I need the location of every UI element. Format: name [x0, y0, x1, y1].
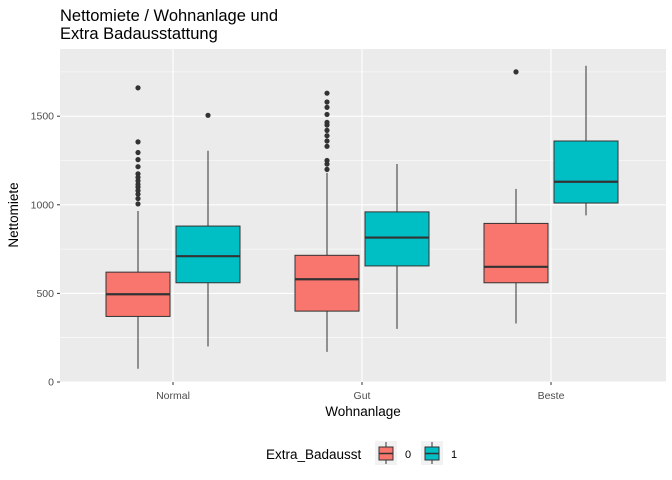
outlier-point — [324, 138, 330, 144]
y-tick-label: 1000 — [31, 199, 55, 211]
y-tick-label: 0 — [48, 377, 54, 389]
outlier-point — [324, 104, 330, 110]
outlier-point — [324, 90, 330, 96]
x-tick-label: Beste — [538, 390, 565, 402]
legend-key-1: 1 — [421, 441, 457, 465]
outlier-point — [324, 127, 330, 133]
outlier-point — [135, 164, 141, 170]
box-iqr — [553, 140, 619, 204]
x-tick-label: Normal — [156, 390, 190, 402]
axis-layer: 0 500 1000 1500 Normal Gut Beste — [31, 111, 565, 402]
outlier-point — [324, 99, 330, 105]
legend-label-1: 1 — [451, 449, 457, 461]
y-tick-label: 500 — [36, 288, 54, 300]
box-gut-1 — [364, 164, 430, 329]
box-gut-0 — [294, 90, 360, 352]
outlier-point — [135, 195, 141, 202]
x-axis-title: Wohnanlage — [325, 404, 401, 419]
outlier-point — [324, 157, 330, 164]
outlier-point — [324, 133, 330, 139]
outlier-point — [135, 149, 141, 156]
outlier-point — [135, 139, 141, 145]
outlier-point — [324, 119, 330, 126]
x-tick-label: Gut — [354, 390, 371, 402]
chart-title-line-2: Extra Badausstattung — [60, 25, 218, 43]
outlier-point — [135, 201, 141, 207]
outlier-point — [135, 157, 141, 163]
plot-panel — [60, 49, 666, 382]
legend: Extra_Badausst 0 1 — [266, 441, 457, 465]
box-iqr — [483, 222, 549, 284]
box-beste-0 — [483, 69, 549, 324]
chart-title-line-1: Nettomiete / Wohnanlage und — [60, 7, 278, 25]
box-beste-1 — [553, 65, 619, 216]
box-normal-0 — [105, 85, 171, 369]
outlier-point — [513, 69, 519, 75]
box-iqr — [294, 254, 360, 312]
legend-label-0: 0 — [405, 449, 411, 461]
box-iqr — [364, 211, 430, 267]
legend-title: Extra_Badausst — [266, 447, 362, 462]
outlier-point — [205, 112, 211, 118]
box-layer — [105, 65, 619, 369]
outlier-point — [324, 111, 330, 118]
outlier-point — [135, 85, 141, 91]
outlier-point — [135, 171, 141, 177]
box-iqr — [175, 225, 241, 284]
y-tick-label: 1500 — [31, 111, 55, 123]
box-normal-1 — [175, 112, 241, 347]
legend-key-0: 0 — [375, 441, 411, 465]
y-axis-title: Nettomiete — [6, 182, 21, 247]
outlier-point — [324, 143, 330, 149]
outlier-point — [324, 166, 330, 172]
